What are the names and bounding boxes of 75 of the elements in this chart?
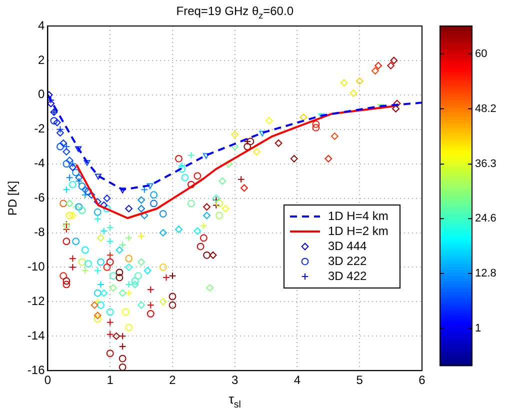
point [81, 266, 89, 274]
x-tick-label: 2 [169, 373, 176, 388]
y-tick-label: -10 [27, 260, 46, 274]
y-tick-label: -4 [34, 156, 46, 170]
point [146, 286, 154, 294]
point [119, 188, 126, 194]
x-tick-label: 6 [418, 373, 426, 388]
point [237, 176, 245, 184]
legend-label: 1D H=4 km [328, 208, 388, 223]
point [200, 222, 208, 230]
legend-label: 3D 222 [328, 254, 368, 268]
y-tick-label: 2 [38, 52, 46, 67]
point [178, 162, 186, 170]
point [138, 232, 146, 240]
x-tick-label: 3 [232, 373, 239, 388]
color-bar-label: 60 [475, 48, 488, 60]
point [318, 113, 325, 120]
point [56, 126, 64, 134]
point [259, 130, 266, 137]
color-bar-label: 12.8 [475, 268, 496, 280]
x-tick-label: 4 [294, 373, 301, 388]
point [146, 183, 154, 190]
point [72, 203, 80, 211]
point [94, 266, 102, 274]
point [106, 251, 114, 259]
point [62, 142, 70, 150]
x-tick-label: 5 [356, 373, 364, 388]
y-tick-label: -16 [27, 362, 46, 377]
point [125, 280, 133, 288]
point [125, 234, 133, 242]
point [94, 298, 102, 306]
y-tick-label: 0 [38, 87, 46, 102]
point [378, 104, 384, 110]
point [97, 280, 104, 288]
y-tick-label: -14 [27, 328, 46, 342]
point [106, 238, 114, 246]
y-tick-label: -8 [34, 225, 46, 240]
y-tick-label: -6 [34, 190, 46, 205]
color-bar-label: 1 [475, 322, 482, 334]
point [106, 224, 114, 232]
point [106, 318, 114, 326]
point [188, 152, 195, 159]
point [118, 241, 126, 249]
point [94, 174, 102, 180]
point [84, 160, 90, 166]
point [162, 274, 170, 282]
color-bar-label: 24.6 [475, 212, 496, 225]
point [146, 301, 154, 309]
point [125, 289, 133, 297]
legend-label: 1D H=2 km [328, 224, 388, 238]
y-tick-label: -2 [34, 122, 46, 136]
point [244, 138, 252, 146]
point [212, 201, 220, 209]
color-bar-label: 36.3 [475, 158, 496, 170]
point [202, 153, 210, 159]
point [48, 96, 55, 104]
point [118, 332, 126, 340]
point [118, 342, 126, 350]
point [62, 186, 70, 194]
color-bar-label: 48.2 [475, 102, 496, 115]
point [81, 191, 89, 199]
point [168, 272, 176, 280]
y-tick-label: 4 [38, 18, 46, 32]
point [68, 254, 76, 262]
point [100, 227, 108, 235]
y-axis-title: PD [K] [6, 180, 20, 216]
point [75, 146, 82, 152]
point [94, 215, 102, 223]
point [106, 330, 114, 338]
x-tick-label: 1 [106, 373, 114, 388]
point [68, 264, 76, 271]
legend-label: 3D 444 [328, 238, 368, 253]
y-tick-label: -12 [27, 294, 46, 308]
legend-label: 3D 422 [328, 268, 368, 283]
point [62, 226, 70, 234]
